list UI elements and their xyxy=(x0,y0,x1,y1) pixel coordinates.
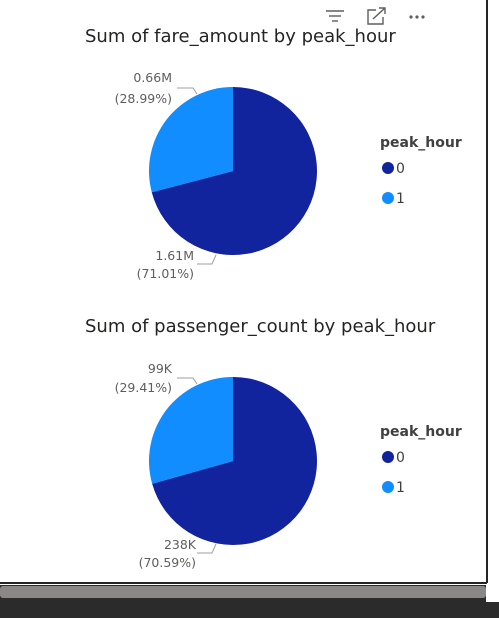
pie-slices xyxy=(148,87,317,255)
legend: peak_hour 0 1 xyxy=(380,135,462,207)
legend-marker-0[interactable] xyxy=(382,162,394,174)
scroll-corner xyxy=(486,584,499,602)
data-label-value-slice-1: 0.66M xyxy=(133,70,172,85)
legend-item-1[interactable]: 1 xyxy=(396,191,405,207)
chart-title: Sum of passenger_count by peak_hour xyxy=(85,316,436,337)
legend-item-0[interactable]: 0 xyxy=(396,450,405,466)
pie-slices xyxy=(149,377,317,545)
data-label-percent-slice-1: (28.99%) xyxy=(115,91,172,106)
legend-marker-1[interactable] xyxy=(382,481,394,493)
data-label-value-slice-1: 99K xyxy=(148,361,173,376)
horizontal-scrollbar[interactable] xyxy=(0,586,486,598)
leader-line-slice-0 xyxy=(197,543,217,554)
data-label-percent-slice-0: (71.01%) xyxy=(137,266,194,281)
pie-slice-1[interactable] xyxy=(148,87,233,193)
data-label-percent-slice-1: (29.41%) xyxy=(115,380,172,395)
data-label-percent-slice-0: (70.59%) xyxy=(139,555,196,570)
legend-title: peak_hour xyxy=(380,135,462,151)
leader-line-slice-1 xyxy=(177,87,198,95)
data-label-value-slice-0: 1.61M xyxy=(155,248,194,263)
data-label-value-slice-0: 238K xyxy=(164,537,197,552)
leader-line-slice-0 xyxy=(197,254,217,265)
legend-item-0[interactable]: 0 xyxy=(396,161,405,177)
legend: peak_hour 0 1 xyxy=(380,424,462,496)
chart-title: Sum of fare_amount by peak_hour xyxy=(85,26,396,47)
legend-title: peak_hour xyxy=(380,424,462,440)
pie-chart-fare-amount: Sum of fare_amount by peak_hour 0.66M (2… xyxy=(85,26,462,281)
pie-chart-passenger-count: Sum of passenger_count by peak_hour 99K … xyxy=(85,316,462,570)
leader-line-slice-1 xyxy=(177,377,198,385)
filter-icon[interactable] xyxy=(326,10,344,22)
pie-slice-0[interactable] xyxy=(152,377,317,545)
focus-mode-icon[interactable] xyxy=(367,7,386,25)
right-gutter xyxy=(488,0,499,583)
legend-marker-0[interactable] xyxy=(382,451,394,463)
pie-slice-0[interactable] xyxy=(151,87,317,255)
more-options-icon[interactable] xyxy=(409,15,425,19)
pie-slice-1[interactable] xyxy=(149,377,233,484)
legend-item-1[interactable]: 1 xyxy=(396,480,405,496)
legend-marker-1[interactable] xyxy=(382,192,394,204)
